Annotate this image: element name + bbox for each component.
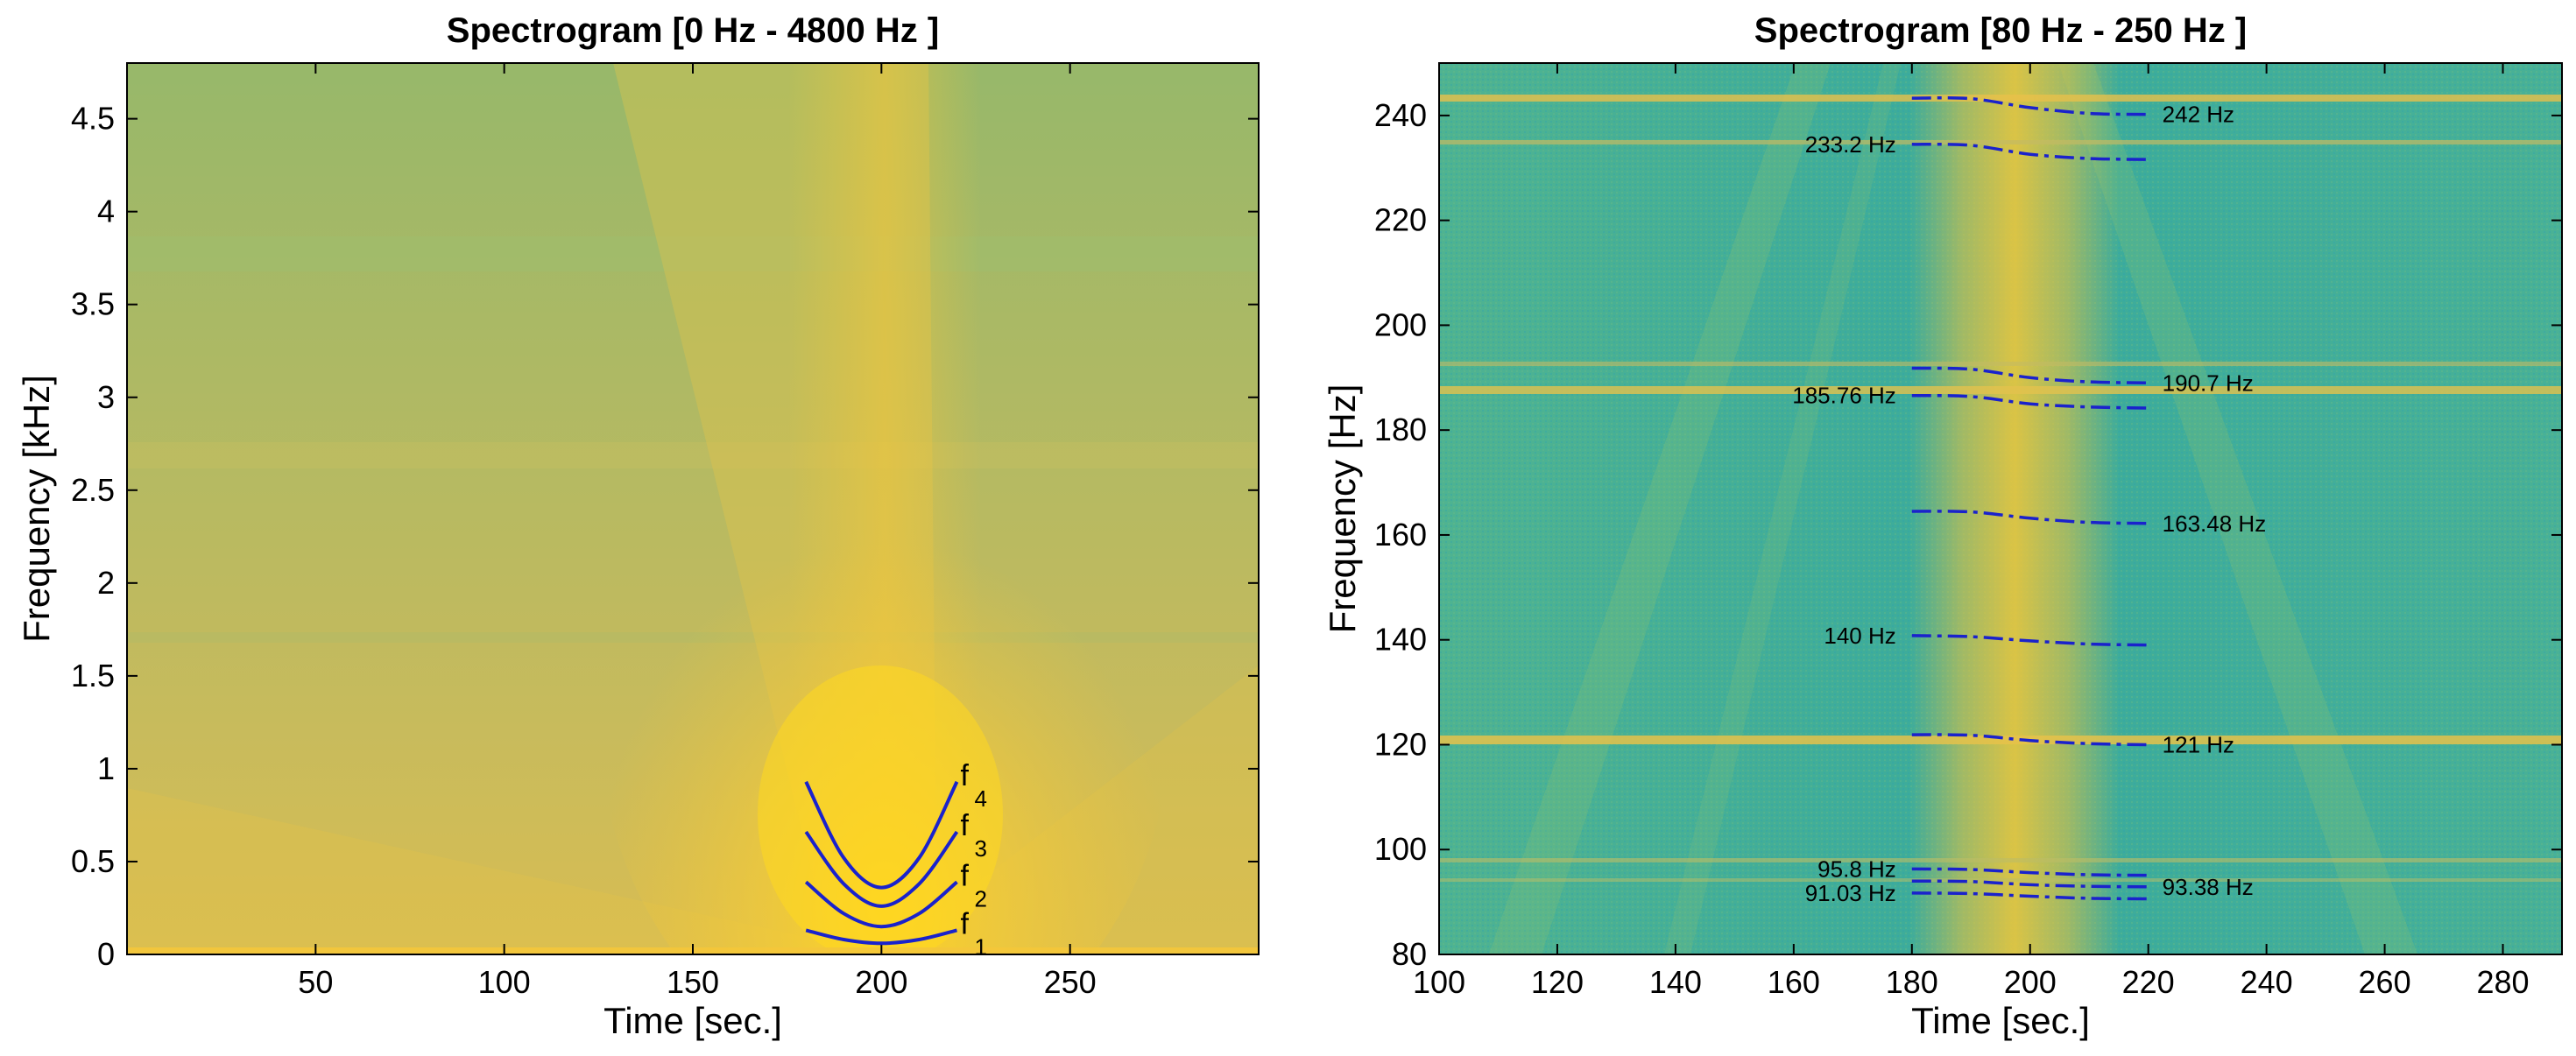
- y-tick-label: 200: [1374, 306, 1427, 342]
- y-tick-label: 100: [1374, 831, 1427, 867]
- x-tick-label: 240: [2241, 964, 2293, 1000]
- harmonic-curve-140-hz: [1911, 634, 2149, 647]
- harmonic-curve-185-76-hz: [1911, 393, 2149, 410]
- x-tick-label: 250: [1044, 964, 1097, 1000]
- series-label-f1: f: [960, 907, 969, 940]
- harmonic-curve-f2: [804, 880, 958, 929]
- y-tick-label: 4.5: [71, 101, 115, 137]
- frequency-annotation: 121 Hz: [2163, 731, 2234, 757]
- y-tick-label: 80: [1392, 936, 1427, 972]
- y-tick-label: 2: [97, 565, 115, 601]
- y-tick-label: 1.5: [71, 658, 115, 693]
- y-tick-label: 120: [1374, 726, 1427, 762]
- frequency-annotation: 91.03 Hz: [1805, 880, 1896, 906]
- y-tick-label: 140: [1374, 622, 1427, 658]
- x-tick-label: 220: [2122, 964, 2175, 1000]
- right-spectrogram-background: [1439, 63, 2562, 954]
- x-tick-label: 160: [1768, 964, 1820, 1000]
- x-tick-label: 100: [478, 964, 531, 1000]
- x-tick-label: 120: [1531, 964, 1584, 1000]
- right-plot-frame: [1438, 62, 2563, 955]
- left-y-axis-label: Frequency [kHz]: [16, 375, 57, 643]
- y-tick-label: 240: [1374, 97, 1427, 133]
- harmonic-curve-f1: [805, 928, 957, 946]
- x-tick-label: 100: [1413, 964, 1465, 1000]
- left-chart-title: Spectrogram [0 Hz - 4800 Hz ]: [447, 11, 939, 50]
- x-tick-label: 150: [667, 964, 719, 1000]
- series-label-f4: f: [960, 759, 969, 792]
- y-tick-label: 180: [1374, 412, 1427, 447]
- right-x-axis-label: Time [sec.]: [1911, 1000, 2090, 1041]
- harmonic-curve-f4: [804, 780, 959, 890]
- y-tick-label: 220: [1374, 202, 1427, 238]
- harmonic-curve-91-03-hz: [1911, 891, 2149, 901]
- frequency-annotation: 140 Hz: [1824, 623, 1895, 649]
- harmonic-curve-f3: [804, 830, 959, 908]
- y-tick-label: 2.5: [71, 472, 115, 508]
- left-spectrogram-background: [127, 63, 1259, 954]
- harmonic-curve-93-38-hz: [1911, 879, 2149, 889]
- y-tick-label: 160: [1374, 517, 1427, 553]
- harmonic-curve-163-48-hz: [1911, 510, 2149, 525]
- y-tick-label: 1: [97, 750, 115, 786]
- series-label-f3: f: [960, 809, 969, 842]
- x-tick-label: 140: [1649, 964, 1702, 1000]
- y-tick-label: 4: [97, 194, 115, 229]
- x-tick-label: 200: [2004, 964, 2057, 1000]
- right-y-axis-label: Frequency [Hz]: [1322, 384, 1363, 634]
- series-label-f2: f: [960, 859, 969, 892]
- x-tick-label: 280: [2476, 964, 2529, 1000]
- frequency-annotation: 93.38 Hz: [2163, 874, 2254, 900]
- x-tick-label: 200: [855, 964, 907, 1000]
- series-label-subscript-f2: 2: [974, 885, 986, 912]
- y-tick-label: 3.5: [71, 286, 115, 322]
- harmonic-curve-95-8-hz: [1911, 867, 2149, 877]
- frequency-annotation: 233.2 Hz: [1805, 131, 1896, 158]
- x-tick-label: 50: [298, 964, 333, 1000]
- frequency-annotation: 163.48 Hz: [2163, 510, 2267, 537]
- harmonic-curve-242-hz: [1911, 95, 2149, 116]
- series-label-subscript-f1: 1: [974, 933, 986, 960]
- frequency-annotation: 242 Hz: [2163, 102, 2234, 128]
- harmonic-curve-121-hz: [1911, 733, 2149, 747]
- x-tick-label: 180: [1886, 964, 1938, 1000]
- frequency-annotation: 95.8 Hz: [1817, 855, 1896, 882]
- left-x-ticks: 50 100 150 200 250: [298, 63, 1097, 1000]
- y-tick-label: 3: [97, 379, 115, 415]
- left-x-axis-label: Time [sec.]: [603, 1000, 782, 1041]
- left-y-ticks: 0 0.5 1 1.5 2 2.5 3 3.5 4 4.5: [71, 101, 1259, 972]
- harmonic-curve-190-7-hz: [1911, 366, 2149, 385]
- right-harmonic-curves: 242 Hz 233.2 Hz 190.7 Hz 185.76 Hz 163.48 Hz…: [1792, 95, 2267, 906]
- right-chart-title: Spectrogram [80 Hz - 250 Hz ]: [1754, 11, 2247, 50]
- frequency-annotation: 185.76 Hz: [1792, 383, 1896, 409]
- harmonic-curve-233-2-hz: [1911, 143, 2149, 161]
- frequency-annotation: 190.7 Hz: [2163, 370, 2254, 396]
- series-label-subscript-f3: 3: [974, 835, 986, 862]
- left-chart: Spectrogram [0 Hz - 4800 Hz ] 50 100 150 20…: [16, 11, 1260, 1041]
- right-y-ticks: 80 100 120 140 160 180 200 220 240: [1374, 97, 2562, 972]
- right-x-ticks: 100 120 140 160 180 200 220 240 260 280: [1413, 63, 2530, 1000]
- y-tick-label: 0.5: [71, 843, 115, 879]
- y-tick-label: 0: [97, 936, 115, 972]
- series-label-subscript-f4: 4: [974, 785, 986, 812]
- right-chart: Spectrogram [80 Hz - 250 Hz ] 100 120 140 1…: [1322, 11, 2563, 1041]
- x-tick-label: 260: [2359, 964, 2411, 1000]
